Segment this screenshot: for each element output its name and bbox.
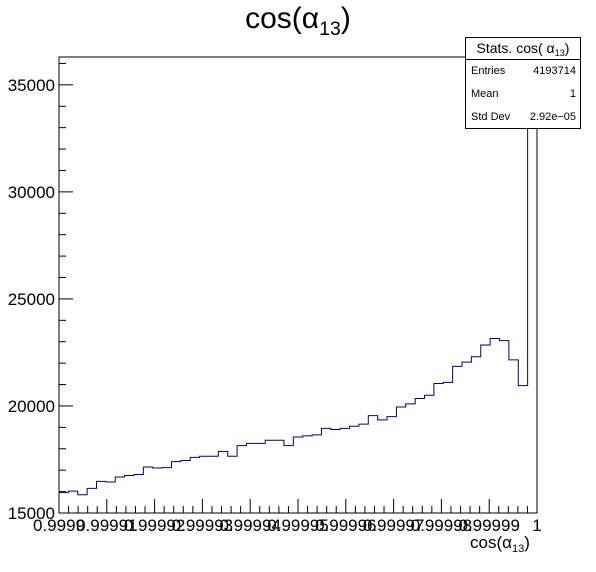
- xlabel-close: ): [524, 533, 530, 552]
- stats-entries-row: Entries 4193714: [466, 60, 580, 83]
- y-tick-label: 20000: [8, 397, 55, 416]
- mean-value: 1: [569, 88, 576, 100]
- stats-title-close: ): [564, 40, 570, 56]
- stats-box: Stats. cos( α13) Entries 4193714 Mean 1 …: [465, 37, 581, 129]
- x-axis: 0.99990.999910.999920.999930.999940.9999…: [33, 499, 542, 535]
- stats-title: Stats. cos( α13): [466, 38, 580, 60]
- chart-title: cos(α13): [0, 2, 596, 41]
- mean-label: Mean: [471, 88, 499, 100]
- x-tick-label: 0.9999: [33, 516, 85, 535]
- title-subscript: 13: [319, 17, 341, 40]
- entries-label: Entries: [471, 65, 506, 77]
- x-tick-label: 0.99996: [315, 516, 376, 535]
- x-tick-label: 0.99992: [124, 516, 185, 535]
- y-tick-label: 15000: [8, 504, 55, 523]
- x-tick-label: 0.99994: [219, 516, 280, 535]
- entries-value: 4193714: [533, 65, 576, 77]
- y-tick-label: 25000: [8, 290, 55, 309]
- histogram-line: [59, 56, 537, 496]
- title-text: cos(α: [245, 2, 320, 35]
- y-tick-label: 30000: [8, 183, 55, 202]
- title-close: ): [340, 2, 351, 35]
- x-axis-label: cos(α13): [470, 533, 530, 555]
- stddev-label: Std Dev: [471, 111, 511, 123]
- xlabel-subscript: 13: [511, 542, 525, 555]
- x-tick-label: 0.99995: [267, 516, 328, 535]
- x-tick-label: 0.99991: [76, 516, 137, 535]
- x-tick-label: 0.99993: [172, 516, 233, 535]
- x-tick-label: 0.99999: [458, 516, 519, 535]
- stats-title-subscript: 13: [554, 48, 565, 59]
- stats-stddev-row: Std Dev 2.92e−05: [466, 106, 580, 129]
- x-tick-label: 0.99998: [411, 516, 472, 535]
- y-tick-label: 35000: [8, 76, 55, 95]
- stats-mean-row: Mean 1: [466, 83, 580, 106]
- stddev-value: 2.92e−05: [529, 111, 576, 123]
- x-tick-label: 1: [532, 516, 541, 535]
- x-tick-label: 0.99997: [363, 516, 424, 535]
- y-axis: 15000 20000 25000 30000 35000: [8, 62, 73, 523]
- xlabel-text: cos(α: [470, 533, 512, 552]
- stats-title-text: Stats. cos( α: [476, 40, 555, 56]
